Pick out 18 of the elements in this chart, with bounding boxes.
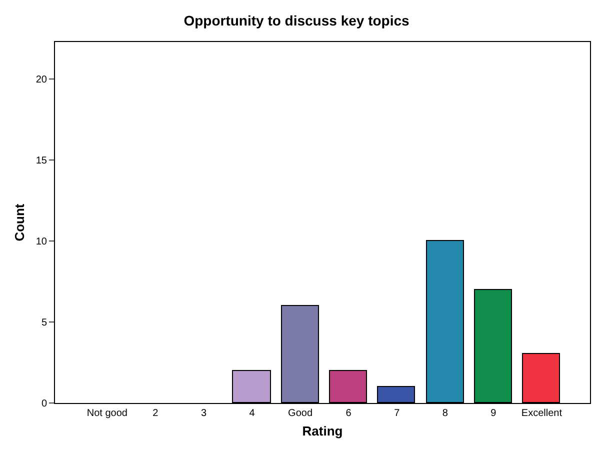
y-tick-label: 0 bbox=[41, 398, 48, 410]
x-tick-label: Good bbox=[288, 408, 313, 419]
y-tick-label: 10 bbox=[36, 236, 48, 248]
chart-title: Opportunity to discuss key topics bbox=[184, 12, 410, 29]
x-tick-label: 9 bbox=[490, 408, 497, 419]
x-tick-label: 2 bbox=[152, 408, 159, 419]
x-axis-title: Rating bbox=[302, 424, 343, 439]
x-tick-label: Not good bbox=[86, 408, 128, 419]
x-tick-label: 8 bbox=[442, 408, 448, 419]
x-tick-label: 7 bbox=[394, 408, 400, 419]
x-tick-label: 6 bbox=[346, 408, 352, 419]
x-tick-label: 3 bbox=[200, 408, 207, 419]
x-tick-label: Excellent bbox=[521, 408, 562, 419]
y-tick-label: 20 bbox=[36, 74, 48, 86]
x-tick-label: 4 bbox=[249, 408, 256, 419]
y-axis-title: Count bbox=[12, 203, 27, 242]
y-tick-label: 15 bbox=[36, 156, 48, 167]
y-tick-label: 5 bbox=[41, 318, 48, 329]
